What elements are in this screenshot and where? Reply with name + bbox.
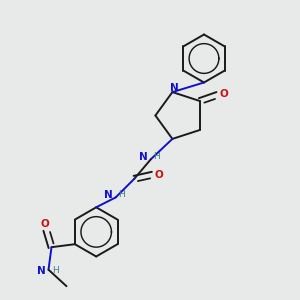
Text: H: H	[153, 152, 160, 161]
Text: N: N	[170, 83, 179, 93]
Text: H: H	[52, 266, 58, 275]
Text: N: N	[37, 266, 45, 276]
Text: N: N	[104, 190, 112, 200]
Text: H: H	[118, 190, 125, 199]
Text: O: O	[220, 89, 228, 99]
Text: O: O	[155, 170, 164, 180]
Text: N: N	[139, 152, 148, 162]
Text: O: O	[40, 219, 49, 229]
